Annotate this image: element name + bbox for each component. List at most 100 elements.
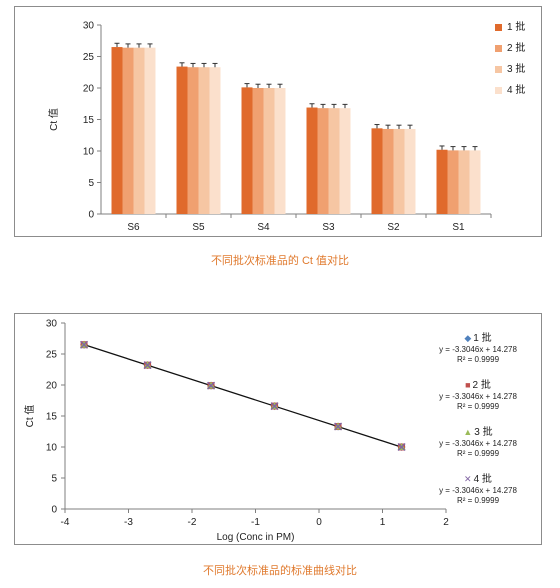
legend-r-squared: R² = 0.9999 [456, 402, 500, 411]
y-axis-label: Ct 值 [47, 108, 60, 131]
x-tick-label: S2 [387, 222, 400, 233]
standard-curve-panel: 0 5 10 15 20 25 30 -4 -3 -2 -1 0 1 2 Log (Conc in PM) C… [14, 313, 542, 545]
legend-swatch [495, 23, 502, 31]
y-tick-label: 25 [83, 52, 95, 63]
legend-r-squared: R² = 0.9999 [456, 355, 500, 364]
y-tick-label: 10 [83, 147, 95, 158]
bar [241, 87, 253, 214]
y-tick-label: 15 [46, 412, 58, 423]
x-tick-label: -3 [124, 517, 133, 528]
legend-label: 2 批 [507, 43, 526, 54]
y-tick-label: 15 [83, 115, 95, 126]
bar-chart-caption: 不同批次标准品的 Ct 值对比 [210, 255, 350, 267]
x-tick-label: -2 [188, 517, 197, 528]
x-marker-icon: ✕ [464, 474, 472, 484]
legend-item: 3 批 [495, 63, 525, 77]
trendline [83, 344, 402, 448]
bar [371, 128, 383, 214]
y-tick-label: 5 [51, 474, 57, 485]
bar [111, 47, 123, 214]
y-tick-label: 30 [46, 319, 58, 330]
y-tick-label: 5 [88, 178, 94, 189]
legend-r-squared: R² = 0.9999 [456, 449, 500, 458]
y-tick-label: 0 [51, 505, 57, 516]
x-tick-label: S6 [127, 222, 140, 233]
legend-label: 4 批 [473, 474, 492, 485]
x-tick-label: 2 [443, 517, 449, 528]
y-tick-label: 20 [83, 84, 95, 95]
bar [339, 108, 351, 214]
legend-item: 2 批 [495, 42, 525, 56]
standard-curve-caption: 不同批次标准品的标准曲线对比 [203, 565, 357, 577]
bar-chart: 0 5 10 15 20 25 30 Ct 值 S6 S5 S4 S3 S2 S1 [47, 21, 492, 233]
x-tick-label: -4 [61, 517, 70, 528]
standard-curve-chart: 0 5 10 15 20 25 30 -4 -3 -2 -1 0 1 2 Log (Conc in PM) C… [23, 319, 449, 544]
bar [404, 128, 416, 214]
y-tick-label: 0 [88, 210, 94, 221]
x-tick-label: S5 [192, 222, 205, 233]
x-tick-label: 0 [316, 517, 322, 528]
legend-item: 4 批 [495, 84, 525, 98]
bar [263, 88, 275, 214]
legend-label: 4 批 [507, 85, 526, 96]
bar [144, 47, 156, 215]
bar [176, 66, 188, 214]
legend-label: 1 批 [507, 22, 526, 33]
x-tick-label: S1 [452, 222, 465, 233]
bar [198, 67, 210, 215]
bar [122, 47, 134, 215]
bar [382, 128, 394, 214]
legend-equation: y = -3.3046x + 14.278 [439, 486, 517, 495]
data-point [80, 340, 89, 349]
bar-chart-legend: 1 批 2 批 3 批 4 批 [495, 21, 543, 111]
bar [133, 47, 145, 215]
legend-swatch [495, 65, 502, 73]
x-tick-label: S3 [322, 222, 335, 233]
x-tick-label: -1 [251, 517, 260, 528]
legend-item: 1 批 [495, 21, 525, 35]
bar [458, 150, 470, 214]
y-axis-label: Ct 值 [23, 405, 36, 428]
x-tick-label: S4 [257, 222, 270, 233]
data-point [143, 361, 152, 370]
diamond-marker-icon: ◆ [464, 333, 472, 343]
bar [252, 88, 264, 214]
bar [436, 149, 448, 214]
legend-label: 3 批 [474, 427, 493, 438]
bar [306, 107, 318, 214]
legend-equation: y = -3.3046x + 14.278 [439, 345, 517, 354]
legend-r-squared: R² = 0.9999 [456, 496, 500, 505]
bar [209, 67, 221, 215]
y-tick-label: 25 [46, 350, 58, 361]
legend-swatch [495, 44, 502, 52]
data-point [334, 422, 343, 431]
data-point [207, 381, 216, 390]
bar [328, 108, 340, 214]
legend-label: 1 批 [473, 333, 492, 344]
bar [317, 108, 329, 214]
bar [393, 128, 405, 214]
y-tick-label: 20 [46, 381, 58, 392]
legend-label: 2 批 [472, 380, 491, 391]
y-tick-label: 10 [46, 443, 58, 454]
legend-equation: y = -3.3046x + 14.278 [439, 392, 517, 401]
bar [274, 88, 286, 214]
legend-swatch [495, 86, 502, 94]
legend-equation: y = -3.3046x + 14.278 [439, 439, 517, 448]
bar [187, 67, 199, 215]
legend-label: 3 批 [507, 64, 526, 75]
square-marker-icon: ■ [465, 380, 471, 390]
triangle-marker-icon: ▲ [463, 427, 473, 437]
data-point [397, 443, 406, 451]
x-tick-label: 1 [380, 517, 386, 528]
bar [469, 150, 481, 214]
x-axis-label: Log (Conc in PM) [217, 532, 295, 543]
bar-chart-panel: 0 5 10 15 20 25 30 Ct 值 S6 S5 S4 S3 S2 S1 1 批 2 批 3 批 4 … [14, 6, 542, 237]
y-tick-label: 30 [83, 21, 95, 32]
bar [447, 150, 459, 214]
